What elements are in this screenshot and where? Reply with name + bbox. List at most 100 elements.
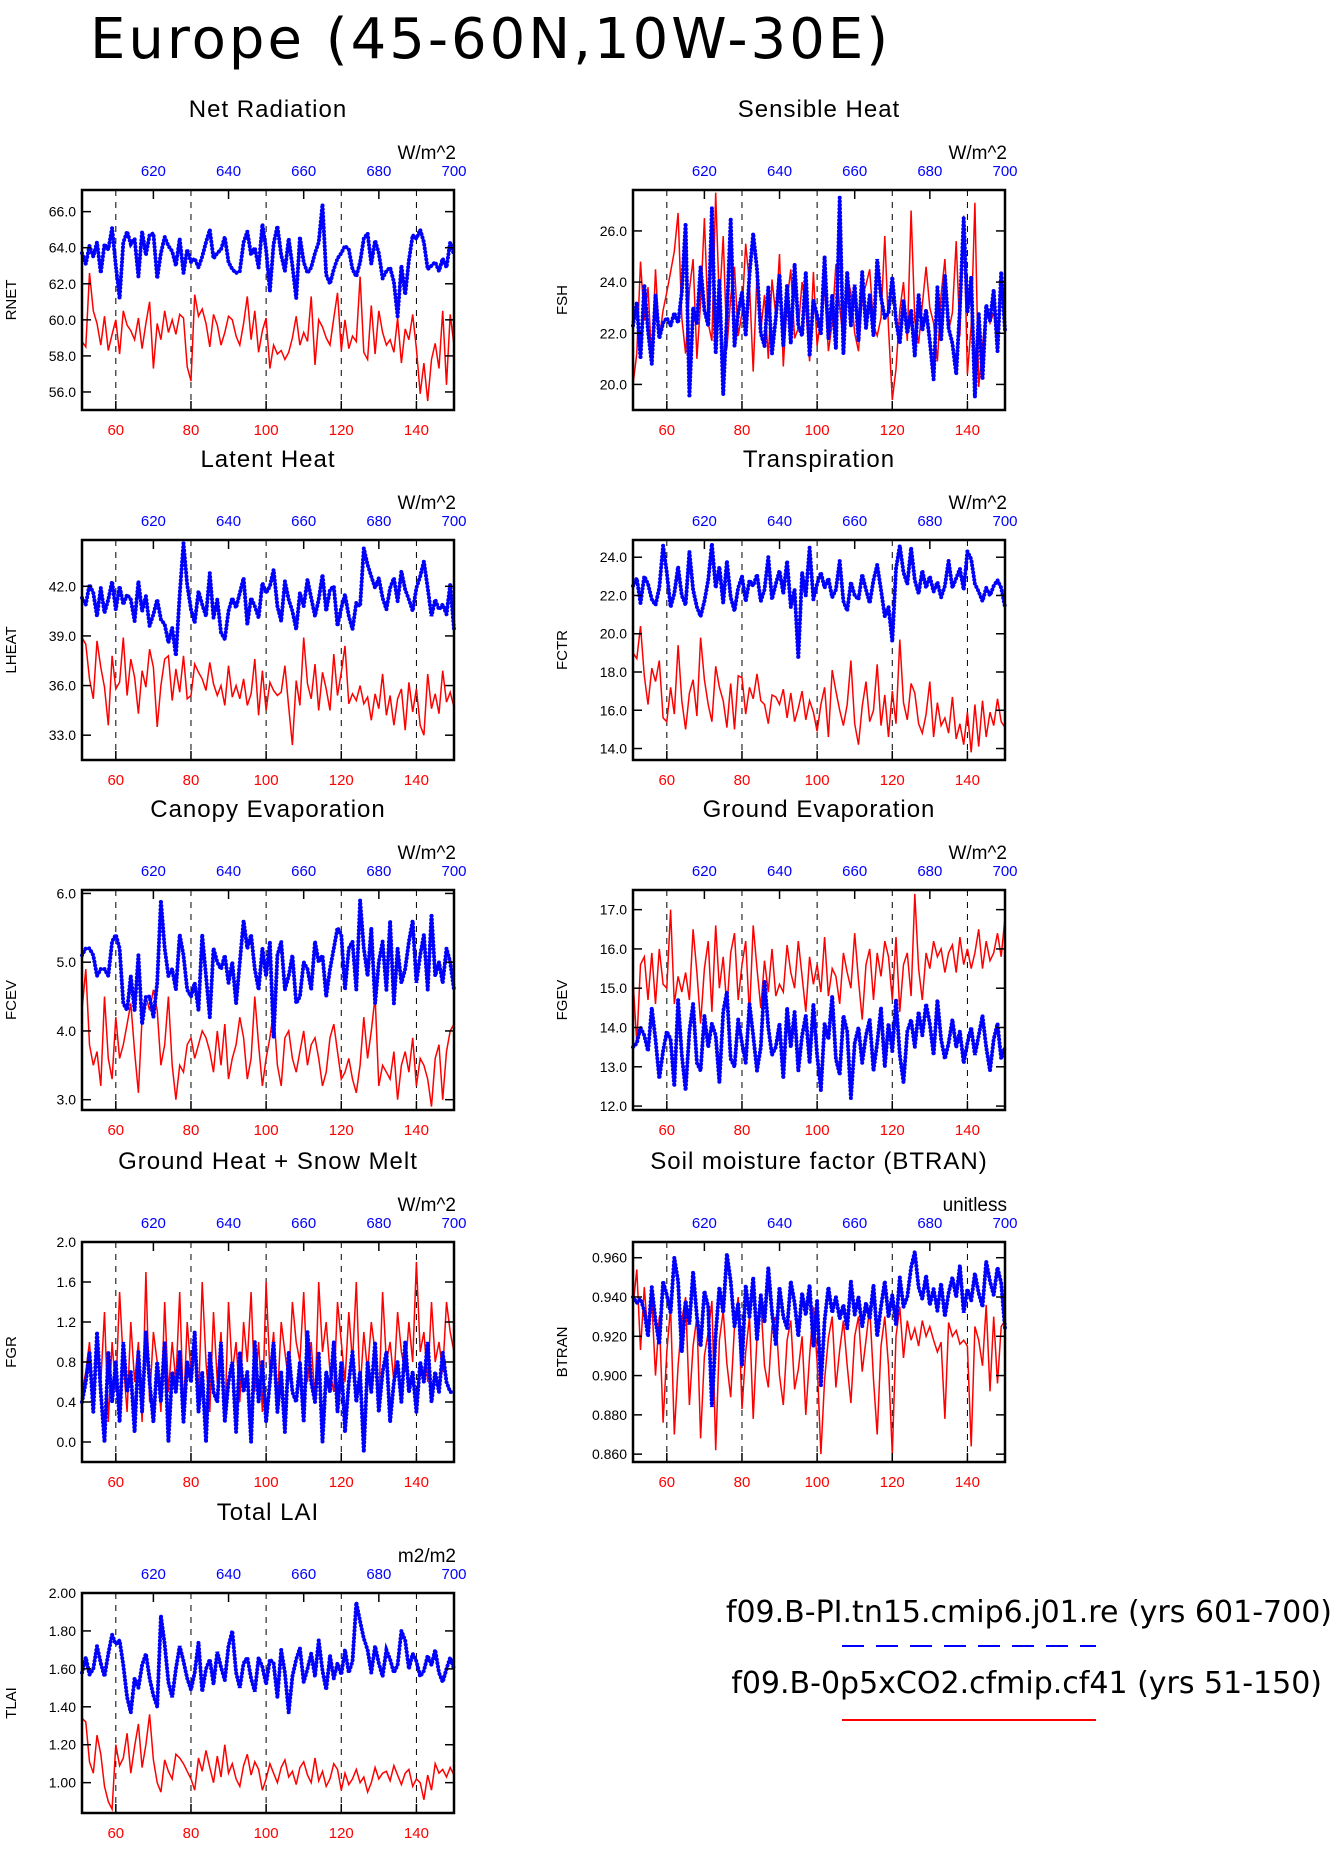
x-tick-label-top: 640 (767, 1215, 792, 1232)
units-label: W/m^2 (948, 493, 1007, 514)
y-axis-label: FSH (554, 285, 571, 315)
plot-frame (80, 1240, 456, 1464)
x-tick-label-top: 620 (692, 863, 717, 880)
x-tick-label-top: 640 (767, 863, 792, 880)
x-tick-label-bottom: 120 (329, 1122, 354, 1139)
y-tick-label: 60.0 (49, 312, 76, 328)
x-tick-label-bottom: 60 (658, 1122, 675, 1139)
units-label: unitless (943, 1195, 1007, 1216)
x-tick-label-top: 640 (767, 513, 792, 530)
panel-btran: Soil moisture factor (BTRAN) unitless BTRA… (554, 1148, 1018, 1491)
plot-frame (631, 888, 1007, 1112)
series-line-red (81, 637, 455, 746)
x-tick-label-top: 640 (216, 863, 241, 880)
x-tick-label-bottom: 100 (254, 422, 279, 439)
series-line-blue (80, 1602, 456, 1713)
panel-title: Ground Heat + Snow Melt (118, 1148, 418, 1175)
panel-title: Soil moisture factor (BTRAN) (650, 1148, 987, 1175)
x-tick-label-bottom: 140 (955, 772, 980, 789)
series-line-blue (80, 1331, 456, 1453)
panel-fsh: Sensible Heat W/m^2 FSH 20.0 22.0 24.0 26.0 60 8… (554, 96, 1018, 439)
x-tick-label-top: 620 (692, 513, 717, 530)
x-tick-label-bottom: 140 (404, 1825, 429, 1842)
y-axis-label: FGR (3, 1336, 20, 1368)
panel-lheat: Latent Heat W/m^2 LHEAT 33.0 36.0 39.0 42.0 60 8… (3, 446, 467, 789)
x-tick-label-top: 660 (291, 1215, 316, 1232)
y-tick-label: 56.0 (49, 384, 76, 400)
plot-frame (631, 188, 1007, 412)
panel-title: Canopy Evaporation (150, 796, 385, 823)
x-tick-label-top: 680 (917, 513, 942, 530)
y-tick-label: 0.8 (57, 1354, 77, 1370)
x-tick-label-bottom: 120 (880, 422, 905, 439)
y-tick-label: 20.0 (600, 626, 627, 642)
legend: f09.B-PI.tn15.cmip6.j01.re (yrs 601-700)… (726, 1595, 1332, 1721)
series-line-blue (80, 204, 456, 317)
x-tick-label-bottom: 140 (955, 1122, 980, 1139)
panel-title: Sensible Heat (738, 96, 900, 123)
panel-tlai: Total LAI m2/m2 TLAI 1.00 1.20 1.40 1.60 1.80 2.… (3, 1499, 467, 1842)
y-axis-label: BTRAN (554, 1327, 571, 1378)
units-label: m2/m2 (398, 1546, 456, 1567)
x-tick-label-bottom: 80 (183, 772, 200, 789)
legend-red-label: f09.B-0p5xCO2.cfmip.cf41 (yrs 51-150) (731, 1666, 1322, 1701)
x-tick-label-top: 680 (917, 1215, 942, 1232)
x-tick-label-top: 640 (216, 1215, 241, 1232)
units-label: W/m^2 (397, 843, 456, 864)
x-tick-label-top: 620 (141, 1566, 166, 1583)
x-tick-label-bottom: 140 (404, 422, 429, 439)
units-label: W/m^2 (948, 143, 1007, 164)
y-tick-label: 0.4 (57, 1394, 77, 1410)
plot-frame (80, 538, 456, 762)
x-tick-label-bottom: 140 (955, 422, 980, 439)
y-tick-label: 16.0 (600, 702, 627, 718)
x-tick-label-top: 700 (441, 513, 466, 530)
x-tick-label-top: 700 (441, 163, 466, 180)
x-tick-label-bottom: 120 (329, 772, 354, 789)
series-line-red (81, 272, 455, 402)
y-tick-label: 0.860 (592, 1446, 627, 1462)
x-tick-label-top: 660 (291, 863, 316, 880)
x-tick-label-bottom: 100 (805, 772, 830, 789)
panels: Net Radiation W/m^2 RNET 56.0 58.0 60.0 62.0 64… (3, 96, 1018, 1842)
x-tick-label-bottom: 80 (183, 1122, 200, 1139)
x-tick-label-bottom: 60 (107, 1825, 124, 1842)
y-axis-label: FCTR (554, 630, 571, 670)
y-axis-label: RNET (3, 280, 20, 321)
panel-fcev: Canopy Evaporation W/m^2 FCEV 3.0 4.0 5.0 6.0 6… (3, 796, 467, 1139)
x-tick-label-top: 620 (692, 163, 717, 180)
x-tick-label-top: 640 (216, 1566, 241, 1583)
y-tick-label: 1.60 (49, 1661, 76, 1677)
x-tick-label-bottom: 140 (404, 1122, 429, 1139)
x-tick-label-top: 660 (842, 1215, 867, 1232)
x-tick-label-bottom: 60 (107, 422, 124, 439)
x-tick-label-top: 700 (992, 1215, 1017, 1232)
x-tick-label-top: 620 (141, 863, 166, 880)
y-tick-label: 17.0 (600, 902, 627, 918)
y-tick-label: 58.0 (49, 348, 76, 364)
x-tick-label-top: 660 (291, 163, 316, 180)
units-label: W/m^2 (397, 143, 456, 164)
x-tick-label-top: 700 (441, 863, 466, 880)
y-tick-label: 36.0 (49, 678, 76, 694)
legend-blue-label: f09.B-PI.tn15.cmip6.j01.re (yrs 601-700) (726, 1595, 1332, 1630)
x-tick-label-bottom: 120 (329, 1474, 354, 1491)
y-tick-label: 0.920 (592, 1328, 627, 1344)
x-tick-label-top: 620 (141, 1215, 166, 1232)
y-tick-label: 2.00 (49, 1585, 76, 1601)
y-tick-label: 14.0 (600, 1020, 627, 1036)
panel-title: Transpiration (743, 446, 895, 473)
y-tick-label: 16.0 (600, 941, 627, 957)
x-tick-label-bottom: 100 (254, 1122, 279, 1139)
y-tick-label: 0.0 (57, 1434, 77, 1450)
y-tick-label: 0.880 (592, 1407, 627, 1423)
x-tick-label-bottom: 100 (254, 772, 279, 789)
series-line-blue (80, 543, 456, 657)
x-tick-label-top: 700 (992, 863, 1017, 880)
plot-frame (80, 1591, 456, 1815)
x-tick-label-top: 620 (692, 1215, 717, 1232)
y-axis-label: FGEV (554, 980, 571, 1021)
x-tick-label-top: 640 (767, 163, 792, 180)
y-tick-label: 33.0 (49, 727, 76, 743)
